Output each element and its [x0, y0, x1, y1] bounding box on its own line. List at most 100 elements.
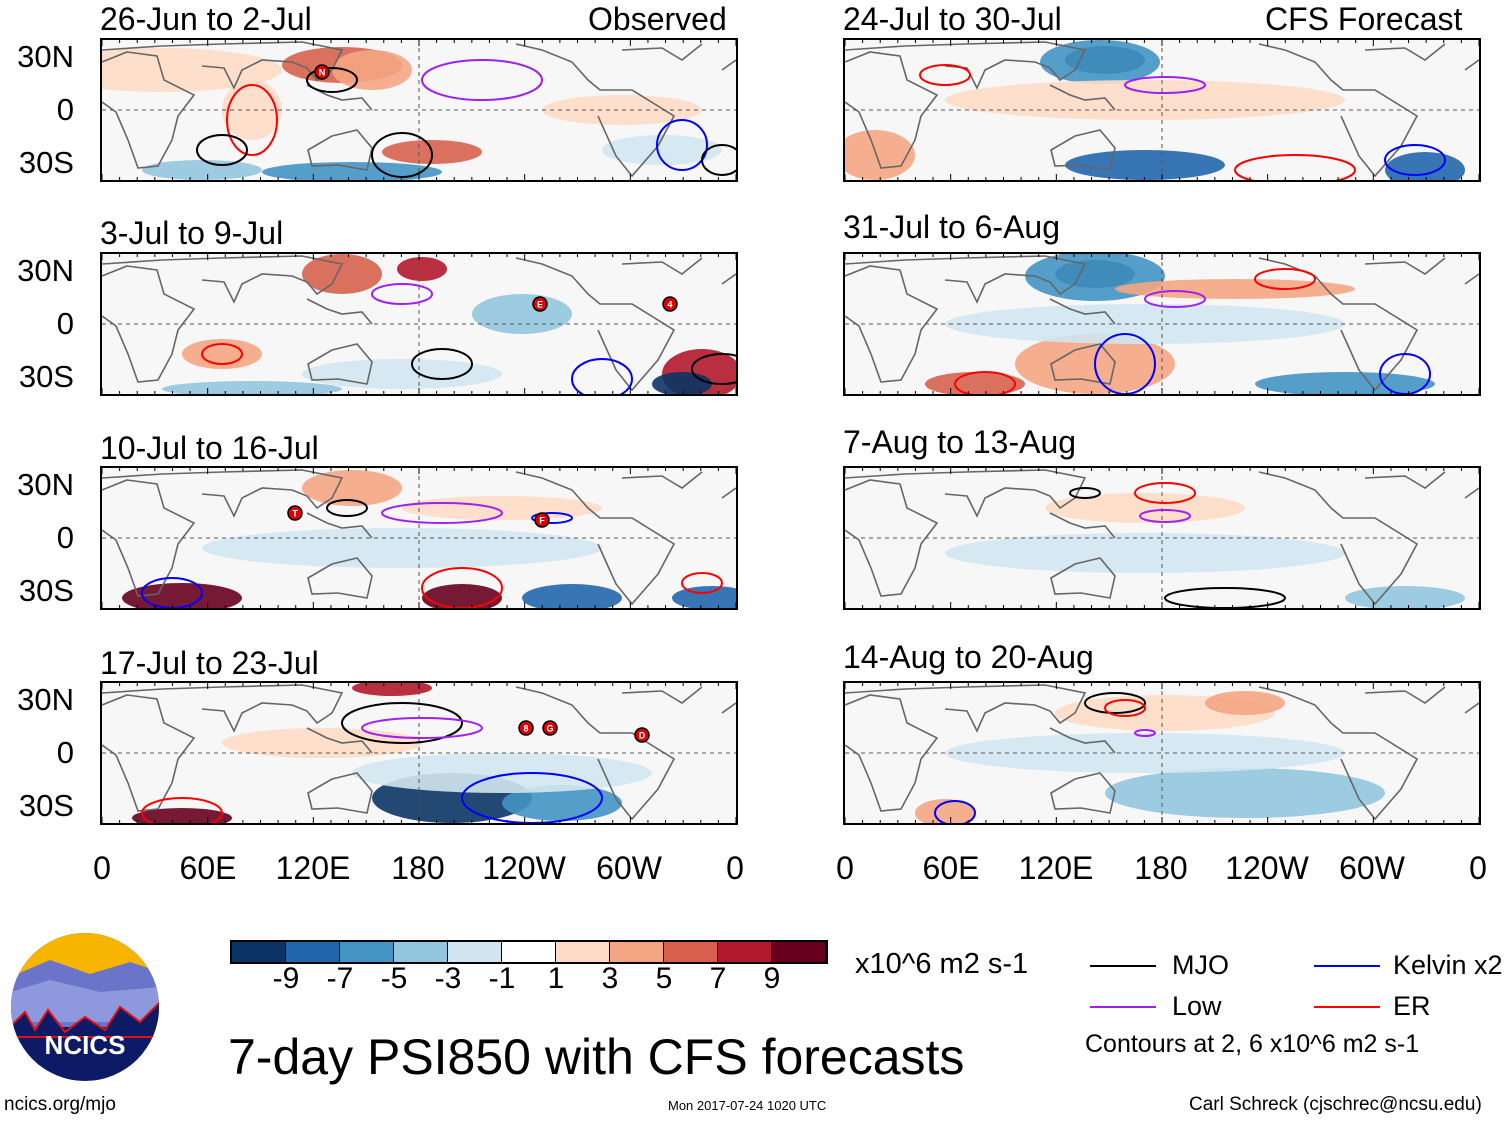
wave-contour	[226, 84, 278, 156]
lon-label: 60W	[596, 850, 662, 886]
wave-contour	[701, 144, 736, 176]
psi-anomaly-blob	[1045, 493, 1245, 523]
coastline	[845, 255, 1479, 392]
wave-contour	[1384, 144, 1446, 176]
contour-note: Contours at 2, 6 x10^6 m2 s-1	[1085, 1030, 1420, 1058]
lat-label: 0	[56, 735, 74, 770]
wave-contour	[934, 800, 976, 823]
lat-label: 30S	[18, 573, 74, 608]
wave-contour	[141, 797, 223, 823]
psi-anomaly-blob	[472, 294, 572, 334]
logo-text: NCICS	[45, 1030, 126, 1060]
psi-anomaly-blob	[602, 135, 722, 165]
legend-line-mjo	[1090, 965, 1156, 967]
wave-contour	[371, 132, 433, 178]
psi-anomaly-blob	[222, 80, 282, 140]
storm-icon	[287, 505, 303, 521]
wave-contour	[326, 499, 368, 517]
coastline	[845, 41, 1479, 178]
panel-title: 17-Jul to 23-Jul	[100, 645, 319, 681]
lat-label: 0	[56, 520, 74, 555]
ncics-logo: NCICS	[11, 933, 159, 1081]
psi-anomaly-blob	[262, 162, 442, 180]
psi-anomaly-blob	[1385, 152, 1465, 180]
map-panel	[843, 681, 1481, 825]
psi-anomaly-blob	[142, 160, 262, 180]
lon-label: 180	[1134, 850, 1188, 886]
footer-url[interactable]: ncics.org/mjo	[4, 1094, 116, 1115]
colorbar-label: 3	[601, 962, 619, 995]
storm-icon	[314, 64, 330, 80]
forecast-label: CFS Forecast	[1265, 1, 1463, 37]
psi-anomaly-blob	[352, 683, 432, 696]
colorbar-label: -1	[488, 962, 516, 995]
coastline	[845, 684, 1479, 821]
coastline	[102, 469, 736, 606]
psi-anomaly-blob	[1255, 372, 1435, 394]
colorbar-swatch	[286, 942, 340, 962]
colorbar	[230, 940, 828, 964]
panel-title: 7-Aug to 13-Aug	[843, 424, 1077, 460]
psi-anomaly-blob	[1205, 691, 1285, 715]
map-panel: 8 G D	[100, 681, 738, 825]
psi-anomaly-blob	[302, 470, 402, 506]
colorbar-swatch	[610, 942, 664, 962]
wave-contour	[1234, 154, 1356, 180]
storm-icon	[532, 296, 548, 312]
storm-icon	[518, 720, 534, 736]
wave-contour	[1134, 729, 1156, 737]
legend-label-er: ER	[1393, 991, 1431, 1021]
panel-title: 14-Aug to 20-Aug	[843, 639, 1094, 675]
psi-anomaly-blob	[1345, 586, 1465, 608]
map-panel	[843, 252, 1481, 396]
colorbar-label: 5	[655, 962, 673, 995]
colorbar-swatch	[394, 942, 448, 962]
panel-title: 3-Jul to 9-Jul	[100, 215, 284, 251]
psi-anomaly-blob	[332, 50, 412, 90]
wave-contour	[381, 502, 503, 524]
footer-timestamp: Mon 2017-07-24 1020 UTC	[668, 1098, 827, 1113]
wave-contour	[341, 702, 463, 744]
psi-anomaly-blob	[422, 584, 502, 608]
psi-anomaly-blob	[1115, 279, 1355, 299]
legend-label-kelvin: Kelvin x2	[1393, 950, 1503, 980]
figure-title: 7-day PSI850 with CFS forecasts	[228, 1029, 965, 1085]
psi-anomaly-blob	[202, 528, 602, 568]
panel-title: 26-Jun to 2-Jul	[100, 1, 312, 37]
wave-contour	[1134, 482, 1196, 504]
panel-title: 24-Jul to 30-Jul	[843, 1, 1062, 37]
wave-contour	[196, 134, 248, 166]
storm-icon	[534, 512, 550, 528]
wave-contour	[361, 717, 483, 739]
wave-contour	[1069, 487, 1101, 499]
wave-contour	[1084, 692, 1146, 714]
colorbar-swatch	[232, 942, 286, 962]
wave-contour	[919, 64, 971, 86]
units-label: x10^6 m2 s-1	[855, 948, 1029, 980]
storm-label: G	[546, 724, 553, 734]
colorbar-label: 1	[547, 962, 565, 995]
wave-contour	[1379, 353, 1431, 394]
psi-anomaly-blob	[397, 257, 447, 281]
wave-contour	[371, 283, 433, 305]
lat-label: 30N	[17, 39, 74, 74]
coastline	[102, 684, 736, 821]
wave-contour	[681, 572, 723, 594]
wave-contour	[421, 567, 503, 608]
lon-label: 60W	[1339, 850, 1405, 886]
legend-line-low	[1090, 1006, 1156, 1008]
psi-anomaly-blob	[302, 254, 382, 294]
colorbar-swatch	[718, 942, 772, 962]
psi-anomaly-blob	[1065, 150, 1225, 180]
psi-anomaly-blob	[945, 80, 1345, 120]
lon-label: 60E	[922, 850, 980, 886]
colorbar-label: -3	[434, 962, 462, 995]
colorbar-label: -9	[272, 962, 300, 995]
storm-label: N	[319, 68, 326, 78]
lat-label: 0	[56, 306, 74, 341]
legend-line-er	[1314, 1006, 1380, 1008]
colorbar-label: -7	[326, 962, 354, 995]
wave-contour	[1094, 333, 1156, 394]
wave-contour	[1144, 290, 1206, 308]
